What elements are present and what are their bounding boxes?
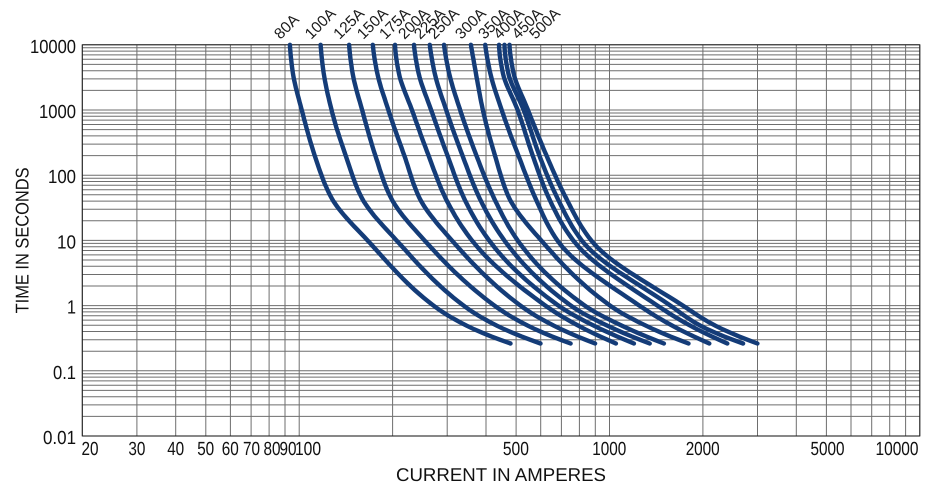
svg-text:0.1: 0.1: [53, 363, 76, 384]
svg-text:20: 20: [82, 439, 99, 460]
svg-text:30: 30: [128, 439, 145, 460]
svg-text:5000: 5000: [811, 439, 845, 460]
svg-text:1000: 1000: [592, 439, 626, 460]
svg-text:CURRENT IN AMPERES: CURRENT IN AMPERES: [396, 464, 606, 485]
svg-text:0.01: 0.01: [43, 428, 76, 449]
svg-text:500: 500: [503, 439, 529, 460]
svg-text:50: 50: [197, 439, 214, 460]
svg-text:1: 1: [67, 298, 76, 319]
svg-text:2000: 2000: [686, 439, 720, 460]
svg-text:TIME IN SECONDS: TIME IN SECONDS: [12, 167, 33, 313]
svg-text:90: 90: [280, 439, 297, 460]
svg-text:100: 100: [48, 167, 76, 188]
svg-text:10: 10: [57, 232, 76, 253]
svg-text:80: 80: [264, 439, 281, 460]
svg-text:60: 60: [222, 439, 239, 460]
svg-text:40: 40: [167, 439, 184, 460]
svg-text:70: 70: [243, 439, 260, 460]
svg-text:10000: 10000: [876, 439, 919, 460]
svg-text:100: 100: [295, 439, 321, 460]
svg-text:10000: 10000: [30, 37, 76, 58]
svg-text:1000: 1000: [39, 102, 76, 123]
